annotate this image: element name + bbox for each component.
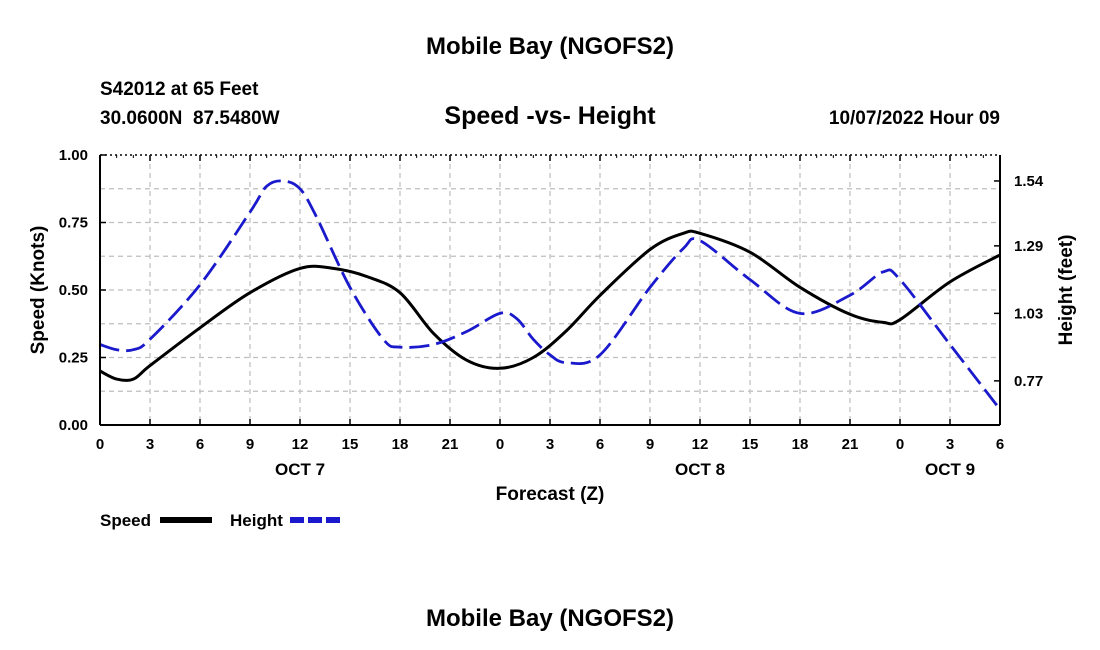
x-tick-label: 3 — [946, 436, 954, 453]
y-left-tick-label: 0.25 — [59, 350, 88, 367]
y-right-tick-label: 1.03 — [1014, 305, 1043, 322]
legend-speed-label: Speed — [100, 511, 151, 530]
x-tick-label: 12 — [692, 436, 709, 453]
x-tick-label: 18 — [392, 436, 409, 453]
legend: Speed Height — [100, 511, 342, 530]
y-right-tick-label: 0.77 — [1014, 373, 1043, 390]
y-left-tick-label: 0.75 — [59, 215, 88, 232]
coords-label: 30.0600N 87.5480W — [100, 108, 280, 129]
plot-frame — [99, 154, 1001, 426]
x-tick-label: 15 — [342, 436, 359, 453]
x-tick-label: 15 — [742, 436, 759, 453]
day-label: OCT 8 — [675, 460, 725, 479]
y-left-tick-labels: 0.00 0.25 0.50 0.75 1.00 — [59, 147, 88, 434]
timestamp-label: 10/07/2022 Hour 09 — [829, 108, 1000, 129]
x-tick-label: 9 — [246, 436, 254, 453]
day-labels: OCT 7 OCT 8 OCT 9 — [275, 460, 975, 479]
series-layer — [99, 179, 1002, 411]
x-tick-label: 6 — [596, 436, 604, 453]
y-left-tick-label: 1.00 — [59, 147, 88, 164]
y-left-axis-title: Speed (Knots) — [28, 226, 49, 355]
y-left-tick-label: 0.50 — [59, 282, 88, 299]
y-left-tick-label: 0.00 — [59, 417, 88, 434]
x-tick-label: 12 — [292, 436, 309, 453]
x-tick-label: 0 — [96, 436, 104, 453]
x-tick-label: 21 — [842, 436, 859, 453]
chart-subtitle: Speed -vs- Height — [444, 102, 656, 130]
station-label: S42012 at 65 Feet — [100, 79, 259, 100]
x-tick-label: 0 — [896, 436, 904, 453]
footer-title: Mobile Bay (NGOFS2) — [426, 605, 674, 632]
series-height-line — [99, 179, 1002, 411]
y-right-tick-label: 1.54 — [1014, 173, 1044, 190]
x-axis-title: Forecast (Z) — [496, 484, 605, 505]
x-tick-label: 0 — [496, 436, 504, 453]
series-speed-line — [99, 229, 1001, 382]
x-tick-labels: 0 3 6 9 12 15 18 21 0 3 6 9 12 15 18 21 0 3 6 — [96, 436, 1004, 453]
x-tick-label: 21 — [442, 436, 459, 453]
day-label: OCT 9 — [925, 460, 975, 479]
x-tick-label: 3 — [146, 436, 154, 453]
y-right-tick-labels: 0.77 1.03 1.29 1.54 — [1014, 173, 1044, 390]
y-right-axis-title: Height (feet) — [1056, 235, 1077, 346]
y-right-tick-label: 1.29 — [1014, 238, 1043, 255]
x-tick-label: 6 — [196, 436, 204, 453]
x-tick-label: 18 — [792, 436, 809, 453]
legend-height-label: Height — [230, 511, 283, 530]
x-tick-label: 9 — [646, 436, 654, 453]
grid-layer — [100, 155, 1000, 425]
day-label: OCT 7 — [275, 460, 325, 479]
x-tick-label: 6 — [996, 436, 1004, 453]
page-title: Mobile Bay (NGOFS2) — [426, 33, 674, 60]
x-tick-label: 3 — [546, 436, 554, 453]
